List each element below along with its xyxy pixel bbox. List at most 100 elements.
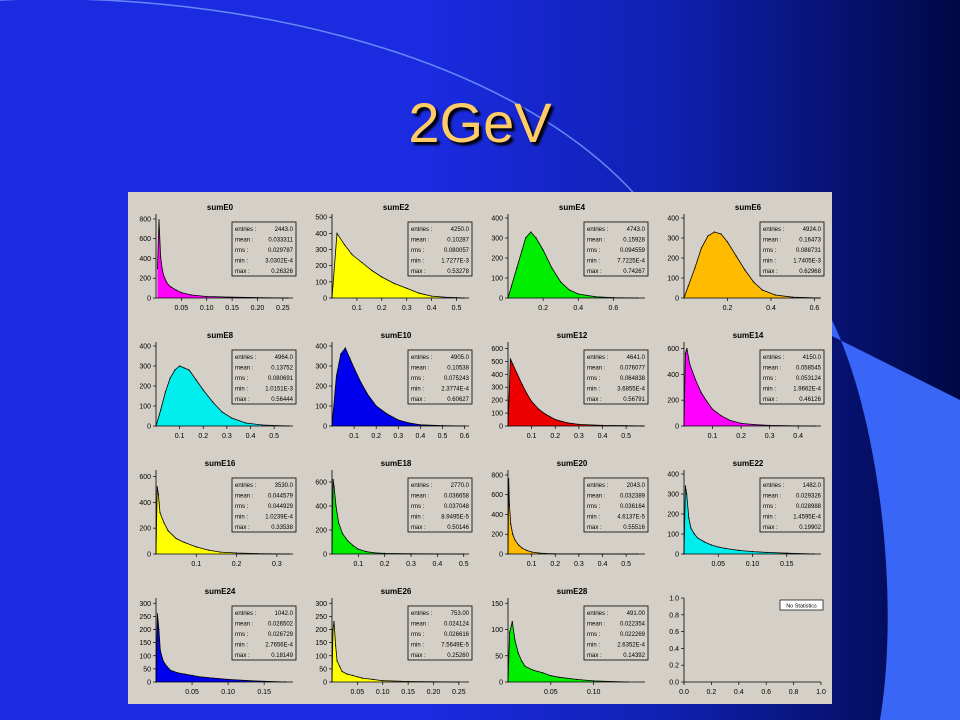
sume24-stats-label: max : <box>235 653 250 659</box>
sume14-bin-6 <box>706 400 708 402</box>
sume16-stats-label: entries : <box>235 483 257 489</box>
sume24-ytick-label: 300 <box>139 601 151 608</box>
sume24-stats-value: 2.7656E-4 <box>265 643 293 649</box>
sume12-bin-10 <box>566 422 568 424</box>
sume8-stats-label: min : <box>235 387 248 393</box>
sume0-stats-value: 2443.0 <box>275 227 294 233</box>
empty-xtick-label: 0.4 <box>734 689 744 696</box>
sume8-bin-7 <box>188 369 190 371</box>
sume0-stats-label: mean : <box>235 238 254 244</box>
sume10-stats-label: mean : <box>411 366 430 372</box>
sume6-bin-11 <box>761 289 763 291</box>
sume16-xtick-label: 0.2 <box>232 561 242 568</box>
sume6-bin-5 <box>713 231 716 233</box>
sume14-ytick-label: 200 <box>667 398 679 405</box>
sume10-stats-value: 0.60627 <box>447 397 469 403</box>
sume0-ytick-label: 400 <box>139 256 151 263</box>
sume0-bin-4 <box>163 274 165 276</box>
sume4-stats-label: rms : <box>587 248 601 254</box>
sume2-bin-2 <box>343 244 346 246</box>
sume14-bin-8 <box>720 415 722 417</box>
sume4-ytick-label: 400 <box>491 216 503 223</box>
sume22-bin-4 <box>690 527 692 529</box>
sume22-ytick-label: 400 <box>667 472 679 479</box>
sume22-stats-label: mean : <box>763 494 782 500</box>
sume10-stats-value: 2.3774E-4 <box>441 387 469 393</box>
sume6-ytick-label: 200 <box>667 256 679 263</box>
sume26-xtick-label: 0.05 <box>351 689 365 696</box>
sume8-bin-10 <box>212 401 214 403</box>
sume22-ytick-label: 300 <box>667 492 679 499</box>
sume10-stats-value: 0.10538 <box>447 366 469 372</box>
sume8-ytick-label: 400 <box>139 344 151 351</box>
sume8-bin-5 <box>179 365 181 367</box>
sume18-xtick-label: 0.2 <box>380 561 390 568</box>
sume26-stats-label: min : <box>411 643 424 649</box>
sume24-bin-7 <box>177 672 179 674</box>
sume14-bin-1 <box>684 353 687 355</box>
sume6-bin-1 <box>687 285 689 287</box>
sume6-bin-3 <box>700 247 703 249</box>
empty-ytick-label: 0.2 <box>669 663 679 670</box>
sume26-bin-8 <box>351 674 353 676</box>
sume24-stats-label: min : <box>235 643 248 649</box>
sume28-ytick-label: 100 <box>491 627 503 634</box>
sume12-bin-3 <box>516 373 518 375</box>
sume10-xtick-label: 0.4 <box>416 433 426 440</box>
sume10-stats-label: rms : <box>411 376 425 382</box>
sume18-bin-2 <box>333 486 335 488</box>
sume16-stats-value: 1.0239E-4 <box>265 515 293 521</box>
sume8-xtick-label: 0.3 <box>222 433 232 440</box>
sume4-stats-label: min : <box>587 259 600 265</box>
sume8-bin-11 <box>221 411 223 413</box>
sume18-stats-label: mean : <box>411 494 430 500</box>
sume0-xtick-label: 0.05 <box>175 305 189 312</box>
sume12-bin-1 <box>509 358 511 360</box>
sume16-bin-3 <box>159 512 161 514</box>
sume8-histogram-fill <box>156 366 289 426</box>
sume18-xtick-label: 0.1 <box>353 561 363 568</box>
sume26-bin-2 <box>333 621 335 623</box>
sume2-xtick-label: 0.5 <box>452 305 462 312</box>
sume12-histogram-fill <box>508 358 643 426</box>
sume18-stats-value: 0.50146 <box>447 525 469 531</box>
sume10-stats-label: entries : <box>411 355 433 361</box>
sume12-stats-value: 3.6855E-4 <box>617 387 645 393</box>
sume18-bin-1 <box>332 479 334 481</box>
sume26-stats-label: rms : <box>411 632 425 638</box>
sume20-bin-2 <box>508 504 510 506</box>
sume2-bin-10 <box>431 295 433 297</box>
sume14-bin-5 <box>700 391 702 393</box>
sume4-bin-2 <box>516 267 518 269</box>
sume12-bin-5 <box>526 393 528 395</box>
sume20-bin-7 <box>521 547 523 549</box>
sume10-bin-8 <box>375 405 377 407</box>
sume6-stats-value: 1.7405E-3 <box>793 259 821 265</box>
sume2-stats-value: 4250.0 <box>451 227 470 233</box>
sume10-bin-2 <box>340 353 342 355</box>
sume18-bin-8 <box>357 548 359 550</box>
sume2-ytick-label: 0 <box>323 296 327 303</box>
sume22-bin-8 <box>710 544 713 546</box>
sume2-xtick-label: 0.1 <box>352 305 362 312</box>
empty-xtick-label: 0.2 <box>707 689 717 696</box>
sume8-bin-2 <box>164 391 166 393</box>
sume12-ytick-label: 100 <box>491 411 503 418</box>
sume0-bin-12 <box>231 296 233 298</box>
sume6-stats-label: max : <box>763 269 778 275</box>
sume12-stats-value: 0.064838 <box>620 376 646 382</box>
sume8-stats-box <box>231 349 297 405</box>
sume4-bin-3 <box>521 249 523 251</box>
sume2-bin-7 <box>393 282 395 285</box>
sume12-bin-2 <box>512 363 514 365</box>
sume2-ytick-label: 100 <box>315 279 327 286</box>
sume2-stats-label: max : <box>411 269 426 275</box>
sume0-stats-label: min : <box>235 259 248 265</box>
sume14-stats-value: 0.058545 <box>796 366 822 372</box>
sume24-bin-4 <box>162 660 164 662</box>
sume26-stats-label: entries : <box>411 611 433 617</box>
sume12-xtick-label: 0.2 <box>550 433 560 440</box>
sume4-stats-value: 4743.0 <box>627 227 646 233</box>
sume24-bin-12 <box>227 678 229 680</box>
sume4-stats-label: max : <box>587 269 602 275</box>
